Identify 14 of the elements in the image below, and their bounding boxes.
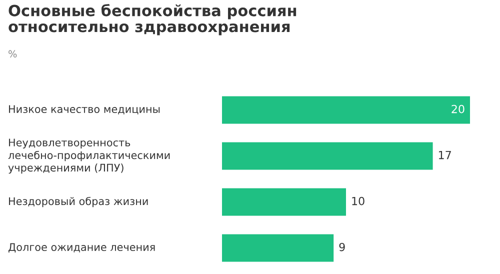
chart-title: Основные беспокойства россиян относительно здравоохранения xyxy=(8,4,296,36)
y-tick-label: Неудовлетворенность лечебно-профилактическими учреждениями (ЛПУ) xyxy=(8,138,170,174)
y-tick-label: Долгое ожидание лечения xyxy=(8,243,155,253)
bar xyxy=(222,188,346,216)
data-label: 10 xyxy=(352,196,364,206)
y-tick-label: Низкое качество медицины xyxy=(9,105,160,114)
bar xyxy=(222,234,334,262)
text: % xyxy=(8,50,17,58)
data-label: 17 xyxy=(438,150,451,160)
bar xyxy=(222,142,433,170)
data-label: 9 xyxy=(339,242,345,252)
data-label: 20 xyxy=(452,104,464,114)
bar xyxy=(222,96,470,124)
y-tick-label: Нездоровый образ жизни xyxy=(9,196,148,208)
